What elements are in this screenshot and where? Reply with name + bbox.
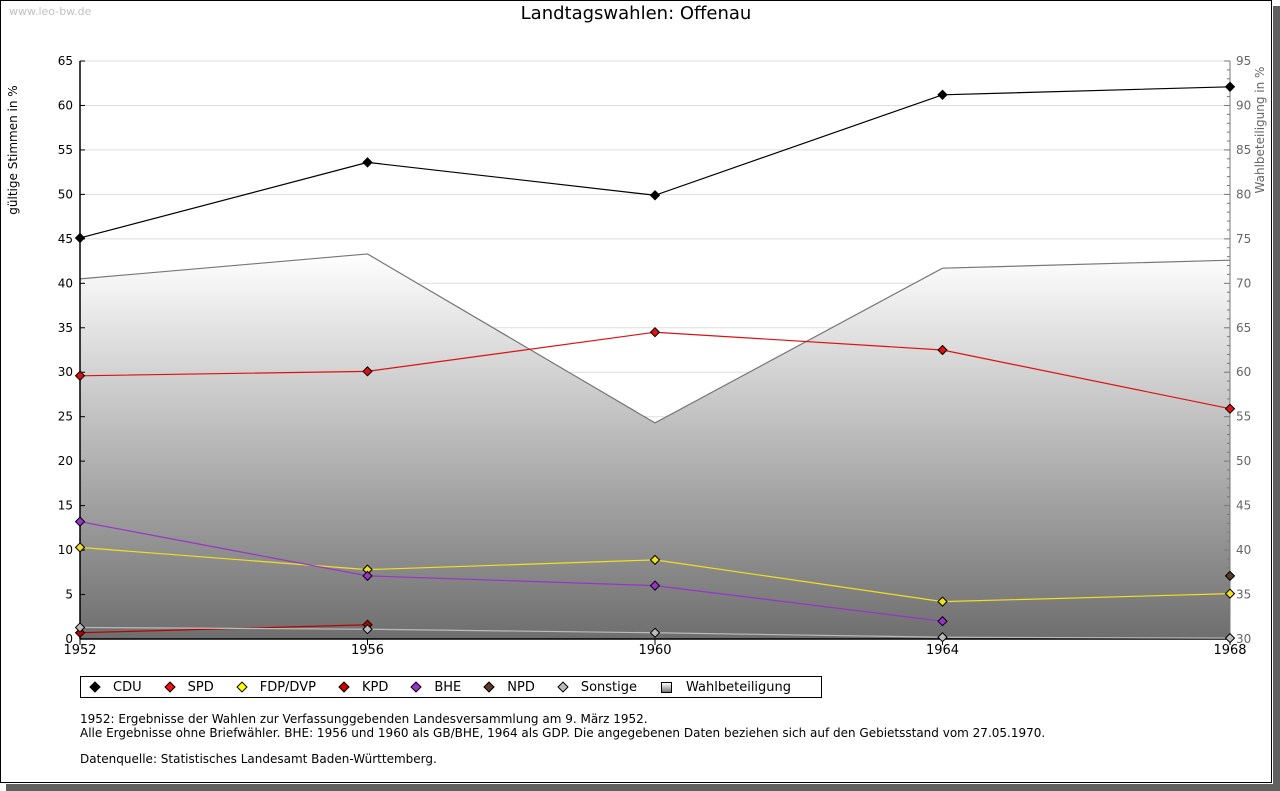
footnote-general: Alle Ergebnisse ohne Briefwähler. BHE: 1… (80, 725, 1046, 740)
marker-bhe (937, 616, 948, 627)
legend-label: KPD (361, 679, 389, 695)
data-source: Datenquelle: Statistisches Landesamt Bad… (80, 752, 437, 766)
diamond-marker-icon (338, 681, 350, 693)
y-tick-label: 20 (58, 454, 73, 468)
marker-spd (1224, 403, 1236, 414)
legend-label: NPD (507, 679, 535, 695)
legend-label: SPD (187, 679, 214, 695)
legend-label: CDU (113, 679, 142, 695)
legend-item-sonstige: Sonstige (557, 679, 638, 695)
line-bhe (79, 521, 943, 622)
y2-axis-title: Wahlbeteiligung in % (1253, 67, 1267, 194)
legend-item-cdu: CDU (89, 679, 142, 695)
legend-label: Sonstige (580, 679, 638, 695)
y2-tick-label: 35 (1236, 588, 1251, 602)
y-tick-label: 30 (58, 365, 73, 379)
legend-item-wahlbeteiligung: Wahlbeteiligung (661, 680, 791, 695)
frame-shadow-right (1273, 6, 1280, 791)
legend-item-npd: NPD (483, 679, 535, 695)
frame-shadow-bottom (6, 784, 1280, 791)
marker-sonstige (74, 622, 86, 633)
watermark: www.leo-bw.de (9, 5, 92, 18)
y2-tick-label: 65 (1236, 321, 1251, 335)
y2-tick-label: 90 (1236, 98, 1251, 112)
marker-cdu (937, 89, 948, 100)
marker-fdp-dvp (649, 554, 661, 566)
legend-item-spd: SPD (163, 679, 214, 695)
y2-tick-label: 80 (1236, 187, 1251, 201)
marker-spd (74, 370, 86, 381)
legend-label: FDP/DVP (259, 679, 316, 695)
y-tick-label: 35 (58, 321, 73, 335)
legend-item-fdp-dvp: FDP/DVP (236, 679, 316, 695)
legend: CDU SPD FDP/DVP KPD BHE NPD Sonstige Wahlbeteil… (80, 676, 822, 698)
y2-tick-label: 45 (1236, 499, 1251, 513)
marker-bhe (74, 516, 86, 527)
y-axis-title: gültige Stimmen in % (6, 85, 20, 214)
y2-tick-label: 30 (1236, 632, 1251, 646)
y-tick-label: 45 (58, 232, 73, 246)
y2-tick-label: 70 (1236, 276, 1251, 290)
marker-sonstige (649, 627, 661, 638)
marker-cdu (74, 232, 86, 244)
marker-cdu (362, 157, 373, 168)
y-tick-label: 40 (58, 276, 73, 290)
marker-kpd (74, 627, 86, 638)
y2-tick-label: 75 (1236, 232, 1251, 246)
y-tick-label: 5 (65, 588, 73, 602)
y2-tick-label: 50 (1236, 454, 1251, 468)
marker-fdp-dvp (1224, 588, 1236, 599)
marker-fdp-dvp (74, 542, 86, 553)
series-markers (74, 81, 1236, 644)
axis-labels: 0 5 10 15 20 25 30 35 40 45 50 55 60 65 30 35 40 45 50 55 60… (6, 54, 1267, 658)
x-tick-label: 1964 (926, 643, 959, 658)
y2-tick-label: 55 (1236, 410, 1251, 424)
marker-cdu (1224, 81, 1236, 92)
diamond-marker-icon (410, 681, 422, 693)
legend-item-bhe: BHE (410, 679, 462, 695)
y-tick-label: 50 (58, 187, 73, 201)
y-tick-label: 25 (58, 410, 73, 424)
marker-npd (1224, 570, 1236, 582)
marker-bhe (362, 570, 373, 582)
line-cdu (79, 86, 1231, 239)
chart-title: Landtagswahlen: Offenau (520, 3, 752, 24)
y-tick-label: 60 (58, 98, 73, 112)
legend-label: BHE (434, 679, 462, 695)
marker-sonstige (362, 624, 373, 635)
marker-fdp-dvp (937, 596, 948, 607)
y2-tick-label: 60 (1236, 365, 1251, 379)
x-tick-label: 1960 (638, 643, 671, 658)
marker-bhe (649, 580, 661, 591)
y2-tick-label: 95 (1236, 54, 1251, 68)
marker-spd (649, 327, 661, 338)
x-tick-label: 1952 (63, 643, 96, 658)
turnout-line (79, 253, 1231, 424)
legend-item-kpd: KPD (338, 679, 389, 695)
x-tick-label: 1968 (1213, 643, 1246, 658)
y2-tick-label: 40 (1236, 543, 1251, 557)
y-tick-label: 15 (58, 499, 73, 513)
x-tick-label: 1956 (351, 643, 384, 658)
marker-spd (362, 366, 373, 377)
marker-sonstige (1224, 632, 1236, 644)
diamond-marker-icon (236, 681, 248, 693)
y-tick-label: 0 (65, 632, 73, 646)
footnote-1952: 1952: Ergebnisse der Wahlen zur Verfassu… (80, 712, 648, 726)
diamond-marker-icon (163, 681, 176, 693)
marker-spd (937, 344, 948, 356)
y2-tick-label: 85 (1236, 143, 1251, 157)
diamond-marker-icon (557, 681, 569, 693)
diamond-marker-icon (483, 681, 495, 693)
y-tick-label: 55 (58, 143, 73, 157)
y-tick-label: 10 (58, 543, 73, 557)
diamond-marker-icon (89, 681, 101, 693)
y-tick-label: 65 (58, 54, 73, 68)
legend-label: Wahlbeteiligung (686, 679, 792, 695)
square-swatch-icon (661, 681, 673, 693)
marker-cdu (649, 190, 661, 201)
footnotes: 1952: Ergebnisse der Wahlen zur Verfassu… (80, 712, 1046, 767)
marker-sonstige (937, 632, 948, 643)
